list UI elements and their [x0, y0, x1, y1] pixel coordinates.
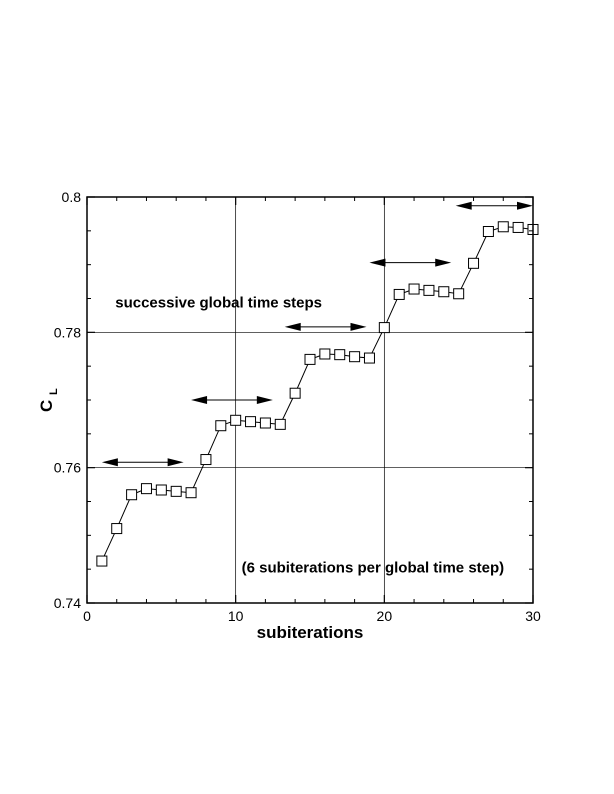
x-tick-label: 30	[525, 608, 541, 624]
arrow-head-right	[256, 396, 273, 404]
series	[96, 221, 539, 567]
data-point	[200, 454, 212, 466]
grid	[86, 196, 534, 604]
data-point	[453, 288, 465, 300]
y-tick-label: 0.8	[62, 189, 82, 205]
x-axis-label: subiterations	[257, 623, 364, 642]
arrow-head-right	[167, 458, 184, 467]
data-point	[334, 349, 346, 361]
arrow-head-right	[435, 258, 452, 267]
y-axis-label-subscript: L	[48, 388, 60, 395]
arrow-head-left	[284, 322, 301, 331]
double-arrow	[191, 396, 273, 404]
data-point	[259, 417, 271, 429]
data-point	[111, 523, 123, 535]
y-tick-label: 0.78	[54, 324, 81, 340]
data-point	[482, 226, 494, 238]
arrow-head-left	[101, 458, 118, 467]
arrow-head-left	[191, 396, 208, 404]
y-axis-label-group: C L	[37, 388, 60, 412]
arrow-head-left	[455, 201, 472, 210]
y-axis-label-main: C	[37, 400, 56, 412]
data-point	[423, 284, 435, 296]
arrow-head-right	[350, 322, 367, 331]
double-arrow	[455, 201, 533, 210]
data-point	[438, 286, 450, 298]
ticks: 0 10 20 30 0.74 0.76 0.78 0.8	[54, 189, 541, 624]
data-point	[408, 283, 420, 295]
data-point	[96, 555, 108, 567]
x-tick-label: 20	[377, 608, 393, 624]
data-point	[393, 288, 405, 300]
data-point	[245, 416, 257, 428]
double-arrow	[284, 322, 367, 331]
data-point	[155, 484, 167, 496]
data-point	[497, 221, 509, 233]
double-arrow	[369, 258, 452, 267]
data-point	[215, 420, 227, 432]
double-arrow	[101, 458, 184, 467]
data-point	[319, 348, 331, 360]
data-point	[289, 387, 301, 399]
arrow-head-left	[369, 258, 386, 267]
data-point	[512, 221, 524, 233]
series-line	[101, 226, 534, 562]
data-point	[230, 414, 242, 426]
data-point	[349, 351, 361, 363]
data-point	[304, 353, 316, 365]
y-axis-label: C L	[37, 388, 60, 412]
data-point	[378, 322, 390, 334]
y-tick-label: 0.74	[54, 595, 81, 611]
data-point	[140, 483, 152, 495]
data-point	[185, 487, 197, 499]
annotation-successive-steps: successive global time steps	[115, 294, 322, 311]
data-point	[363, 352, 375, 364]
data-point	[274, 418, 286, 430]
data-point	[468, 257, 480, 269]
annotation-subiterations-per-step: (6 subiterations per global time step)	[242, 560, 505, 577]
arrow-head-right	[517, 201, 533, 210]
time-step-arrows	[101, 201, 533, 467]
data-point	[126, 489, 138, 501]
x-tick-label: 0	[83, 608, 91, 624]
data-point	[170, 485, 182, 497]
x-tick-label: 10	[228, 608, 244, 624]
y-tick-label: 0.76	[54, 460, 81, 476]
plot-frame	[86, 196, 534, 604]
